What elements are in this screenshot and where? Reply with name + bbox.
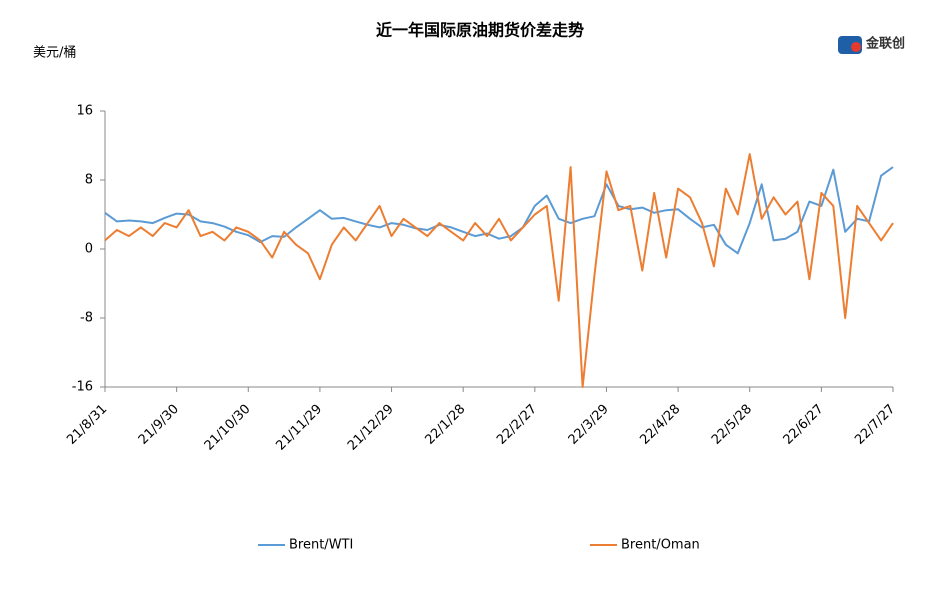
y-tick-label: -8 [80,311,93,326]
series-line [104,153,894,388]
logo: 金联创 [838,36,905,54]
y-axis-label: 美元/桶 [33,46,76,61]
series-line [104,166,894,255]
y-tick-label: -16 [72,380,93,395]
logo-dot [851,42,861,52]
y-tick-label: 0 [85,242,93,257]
logo-text: 金联创 [865,36,905,52]
chart-title: 近一年国际原油期货价差走势 [376,21,584,40]
y-tick-label: 16 [76,104,93,119]
legend-label: Brent/Oman [621,538,700,553]
y-tick-label: 8 [85,173,93,188]
legend-label: Brent/WTI [289,538,353,553]
